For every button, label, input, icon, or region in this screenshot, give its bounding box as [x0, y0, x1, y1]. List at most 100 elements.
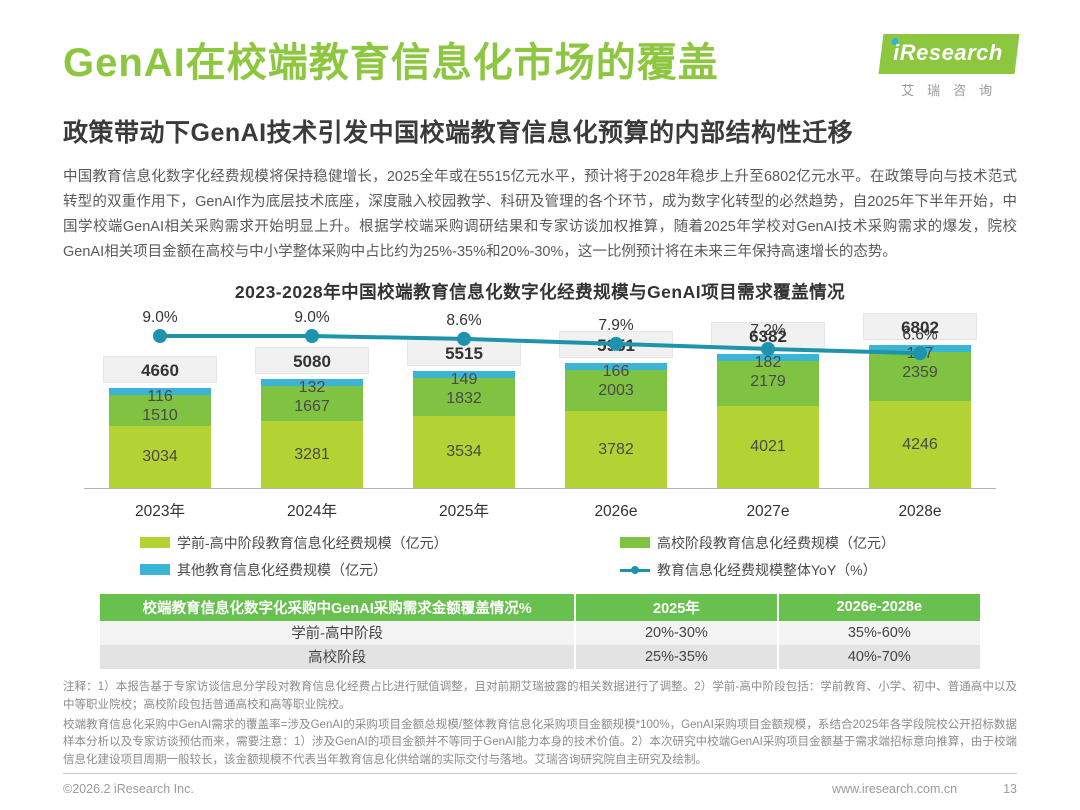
- segment-university: [109, 394, 211, 426]
- legend-label: 其他教育信息化经费规模（亿元）: [177, 561, 387, 578]
- chart-column: 6802 4246 197 2359 2028e: [844, 308, 996, 523]
- segment-k12: 3281: [261, 420, 363, 489]
- segment-other: [109, 387, 211, 395]
- legend-item: 高校阶段教育信息化经费规模（亿元）: [620, 533, 1017, 553]
- table-cell: 35%-60%: [776, 620, 980, 645]
- chart-title: 2023-2028年中国校端教育信息化数字化经费规模与GenAI项目需求覆盖情况: [234, 281, 846, 302]
- legend-swatch: [140, 564, 170, 576]
- table-cell: 学前-高中阶段: [100, 620, 576, 645]
- university-value-label: 1510: [142, 406, 178, 424]
- chart: 4660 3034 116 1510 2023年 5080 3281 132 1667 2024年…: [84, 308, 996, 523]
- table-body: 学前-高中阶段 20%-30% 35%-60% 高校阶段 25%-35% 40%-70%: [100, 620, 980, 669]
- k12-value-label: 3534: [446, 443, 482, 461]
- segment-k12: 3782: [565, 410, 667, 489]
- x-axis-label: 2023年: [135, 502, 185, 520]
- upper-value-labels: 166 2003: [565, 362, 667, 400]
- bar-total-label: 5515: [407, 338, 521, 366]
- legend-swatch: [140, 537, 170, 549]
- table-header-cell: 2026e-2028e: [776, 593, 980, 621]
- segment-other: [261, 378, 363, 386]
- table-cell: 高校阶段: [100, 644, 576, 669]
- x-axis-label: 2026e: [594, 502, 638, 520]
- k12-value-label: 3034: [142, 448, 178, 466]
- other-value-label: 132: [298, 378, 326, 396]
- legend-item: 其他教育信息化经费规模（亿元）: [140, 560, 620, 580]
- other-value-label: 197: [906, 344, 934, 362]
- x-axis-line: [84, 487, 996, 489]
- table-row: 学前-高中阶段 20%-30% 35%-60%: [100, 620, 980, 645]
- university-value-label: 2359: [902, 363, 938, 381]
- body-paragraph: 中国教育信息化数字化经费规模将保持稳健增长，2025全年或在5515亿元水平，预…: [63, 169, 1017, 260]
- university-value-label: 1832: [446, 389, 482, 407]
- table-header: 校端教育信息化数字化采购中GenAI采购需求金额覆盖情况% 2025年 2026e-…: [100, 593, 980, 621]
- other-value-label: 149: [450, 370, 478, 388]
- header: GenAI在校端教育信息化市场的覆盖 iResearch 艾瑞咨询: [63, 34, 1020, 99]
- website-url: www.iresearch.com.cn: [832, 782, 958, 796]
- notes: 注释：1）本报告基于专家访谈信息分学段对教育信息化经费占比进行赋值调整，且对前期…: [63, 679, 1017, 774]
- segment-k12: 3034: [109, 425, 211, 489]
- note-line-1: 注释：1）本报告基于专家访谈信息分学段对教育信息化经费占比进行赋值调整，且对前期…: [63, 680, 1017, 711]
- chart-legend: 学前-高中阶段教育信息化经费规模（亿元） 高校阶段教育信息化经费规模（亿元） 其他教…: [140, 533, 1017, 580]
- bar-total-label: 5080: [255, 346, 369, 374]
- segment-k12: 3534: [413, 415, 515, 489]
- k12-value-label: 4246: [902, 435, 938, 453]
- stacked-bar: 4021 182 2179: [717, 353, 819, 489]
- stacked-bar: 3534 149 1832: [413, 370, 515, 489]
- legend-label: 学前-高中阶段教育信息化经费规模（亿元）: [177, 534, 448, 551]
- university-value-label: 2179: [750, 372, 786, 390]
- legend-line-marker-icon: [620, 564, 650, 575]
- stacked-bar: 3281 132 1667: [261, 378, 363, 489]
- upper-value-labels: 116 1510: [109, 387, 211, 425]
- legend-item: 教育信息化经费规模整体YoY（%）: [620, 560, 1017, 580]
- logo-subtext: 艾瑞咨询: [901, 83, 1006, 98]
- table-cell: 25%-35%: [574, 644, 778, 669]
- segment-university: [261, 385, 363, 421]
- segment-other: [565, 362, 667, 370]
- bar-total-label: 4660: [103, 355, 217, 383]
- copyright-text: ©2026.2 iResearch Inc.: [63, 782, 194, 796]
- iresearch-logo: iResearch: [878, 34, 1020, 74]
- legend-item: 学前-高中阶段教育信息化经费规模（亿元）: [140, 533, 620, 553]
- x-axis-label: 2027e: [746, 502, 790, 520]
- page-title: GenAI在校端教育信息化市场的覆盖: [63, 41, 719, 85]
- segment-k12: 4246: [869, 400, 971, 489]
- table-row: 高校阶段 25%-35% 40%-70%: [100, 644, 980, 669]
- legend-swatch: [620, 537, 650, 549]
- logo: iResearch 艾瑞咨询: [878, 34, 1020, 99]
- bar-total-label: 6382: [711, 321, 825, 349]
- legend-label: 教育信息化经费规模整体YoY（%）: [657, 561, 877, 578]
- legend-dot: [631, 566, 639, 575]
- segment-other: [717, 353, 819, 361]
- chart-column: 4660 3034 116 1510 2023年: [84, 308, 236, 523]
- x-axis-label: 2025年: [439, 502, 489, 520]
- segment-university: [413, 377, 515, 416]
- upper-value-labels: 182 2179: [717, 353, 819, 391]
- stacked-bar: 3034 116 1510: [109, 387, 211, 489]
- logo-text: iResearch: [893, 40, 1004, 65]
- stacked-bar: 3782 166 2003: [565, 362, 667, 489]
- upper-value-labels: 197 2359: [869, 344, 971, 382]
- other-value-label: 166: [602, 362, 630, 380]
- other-value-label: 116: [147, 387, 173, 405]
- k12-value-label: 3782: [598, 440, 634, 458]
- chart-column: 5080 3281 132 1667 2024年: [236, 308, 388, 523]
- k12-value-label: 4021: [750, 438, 786, 456]
- university-value-label: 1667: [294, 397, 330, 415]
- segment-university: [565, 369, 667, 411]
- legend-label: 高校阶段教育信息化经费规模（亿元）: [657, 534, 895, 551]
- chart-column: 5515 3534 149 1832 2025年: [388, 308, 540, 523]
- chart-column: 5951 3782 166 2003 2026e: [540, 308, 692, 523]
- table-header-cell: 2025年: [574, 593, 778, 621]
- upper-value-labels: 132 1667: [261, 378, 363, 416]
- chart-columns: 4660 3034 116 1510 2023年 5080 3281 132 1667 2024年…: [84, 308, 996, 523]
- segment-other: [413, 370, 515, 378]
- coverage-table: 校端教育信息化数字化采购中GenAI采购需求金额覆盖情况% 2025年 2026e-…: [100, 593, 980, 669]
- other-value-label: 182: [754, 353, 782, 371]
- segment-university: [869, 351, 971, 401]
- note-line-2: 校端教育信息化采购中GenAI需求的覆盖率=涉及GenAI的采购项目金额总规模/…: [63, 718, 1017, 767]
- page-number: 13: [1003, 782, 1017, 796]
- bar-total-label: 5951: [559, 330, 673, 358]
- x-axis-label: 2028e: [898, 502, 942, 520]
- table-cell: 20%-30%: [574, 620, 778, 645]
- table-cell: 40%-70%: [776, 644, 980, 669]
